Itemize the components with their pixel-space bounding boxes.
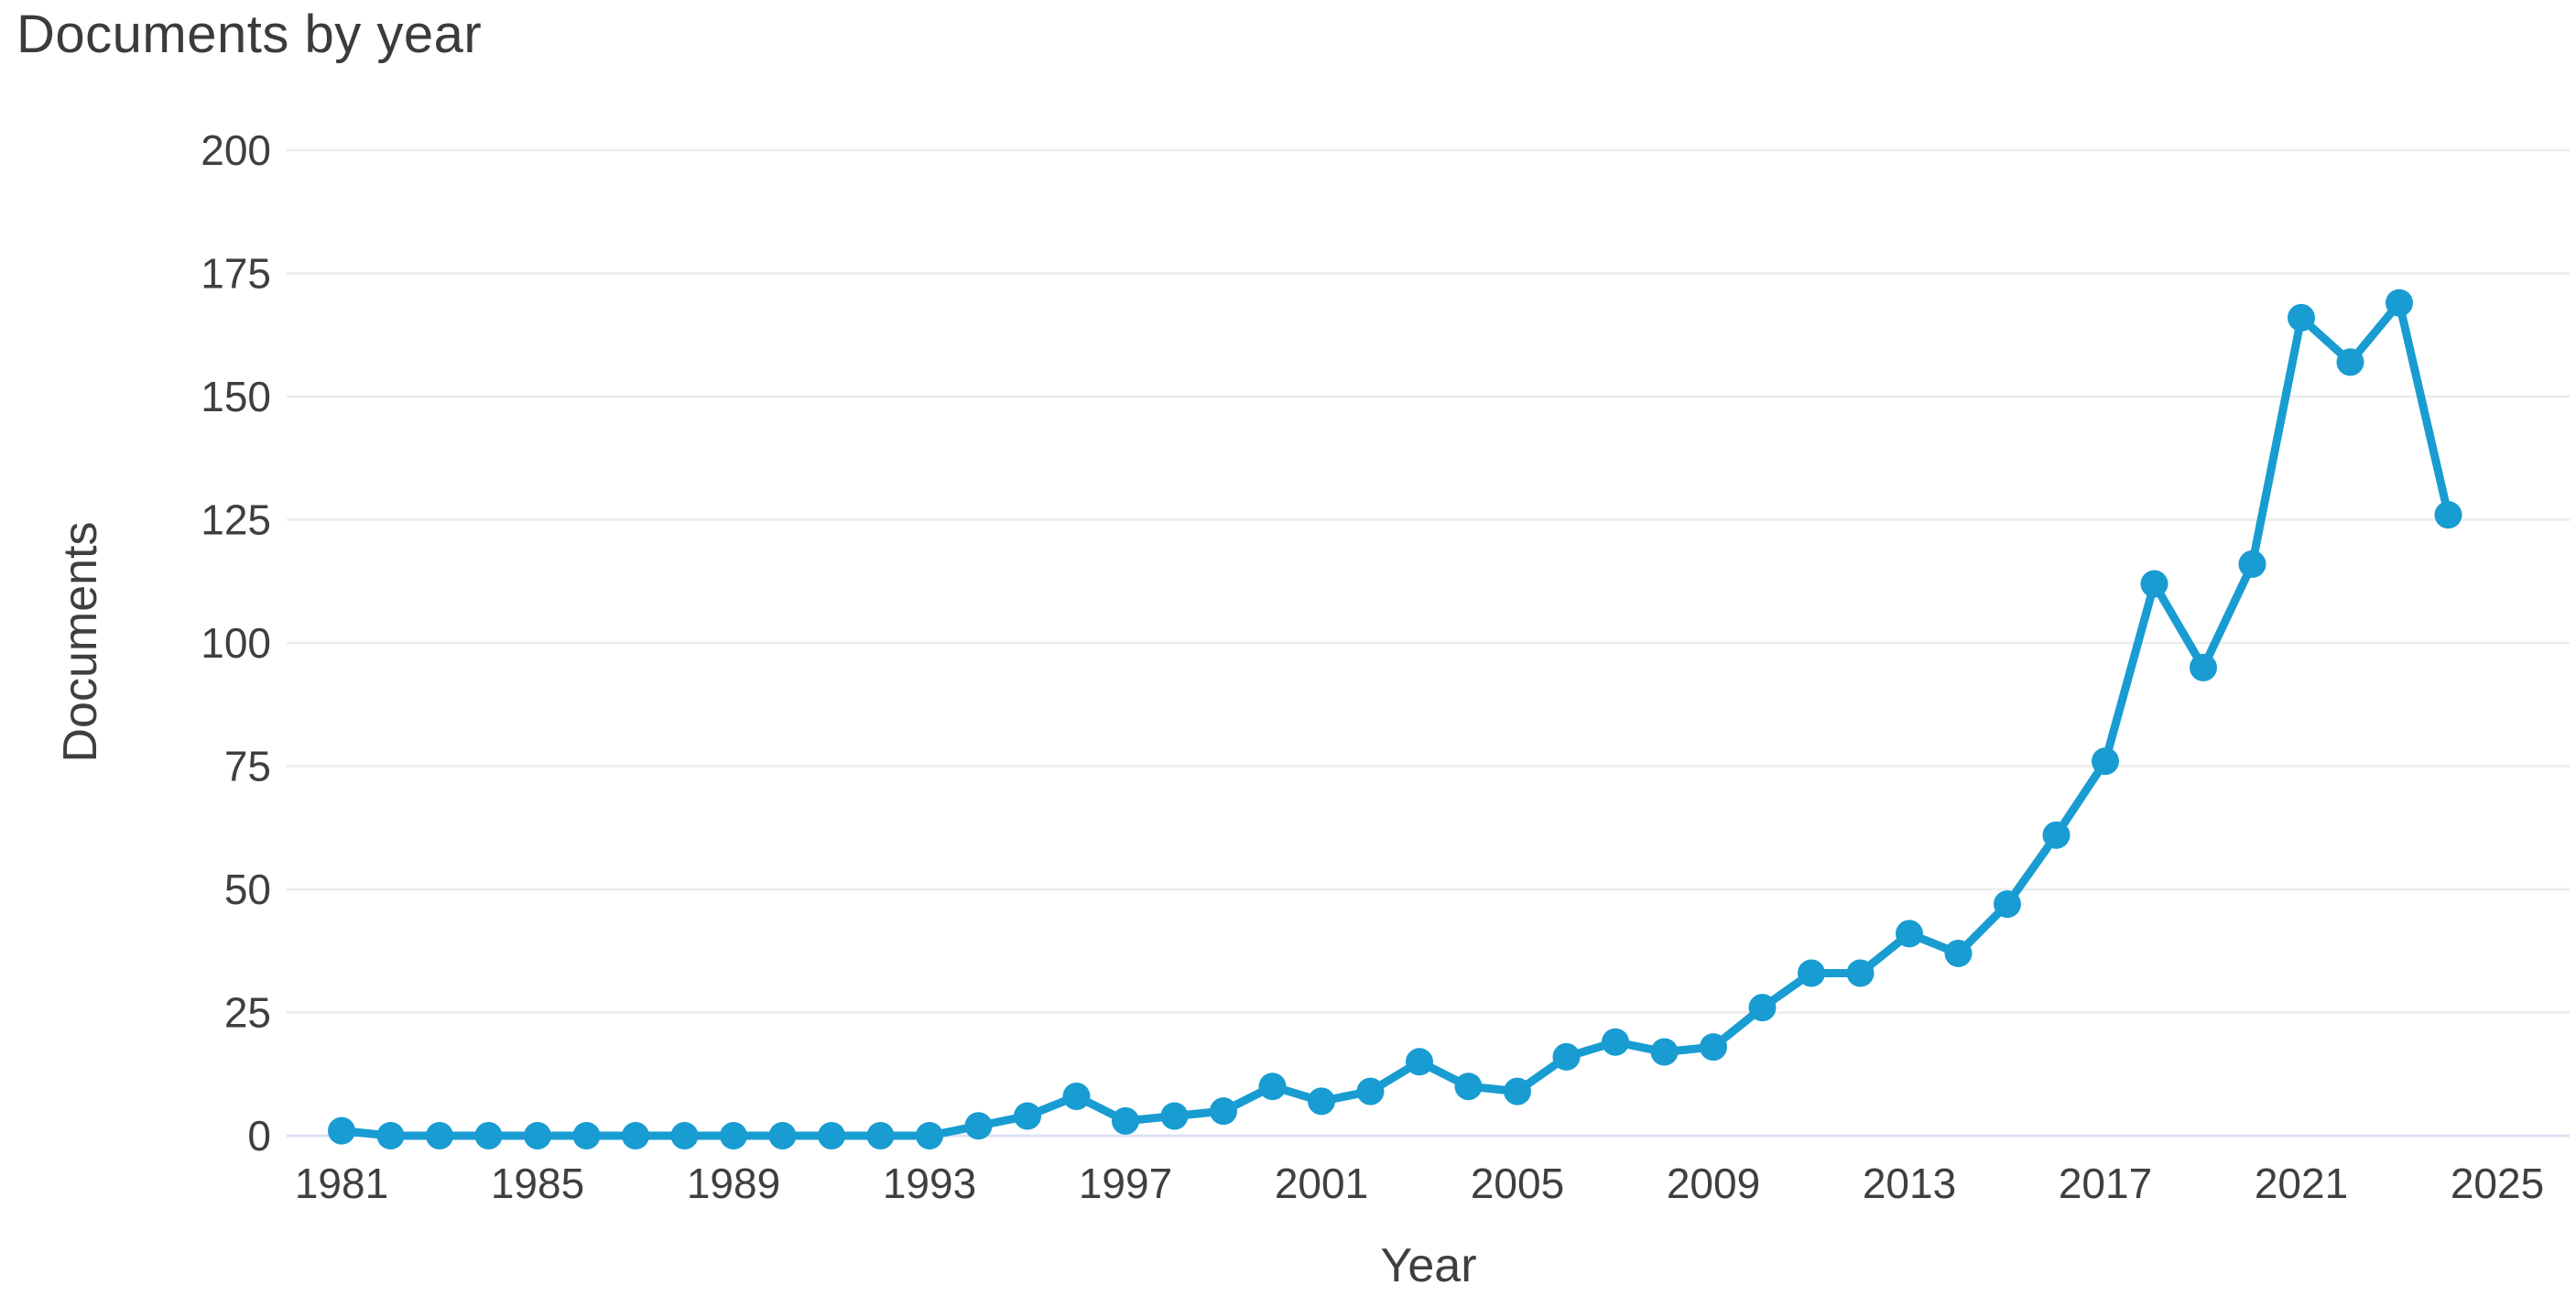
y-tick-label: 125 [201,496,271,544]
data-point[interactable] [670,1122,699,1149]
y-tick-label: 50 [224,866,271,913]
data-point[interactable] [1846,959,1875,987]
y-tick-label: 150 [201,373,271,420]
x-tick-label: 1989 [687,1160,780,1207]
data-point[interactable] [2336,348,2364,376]
data-point[interactable] [1944,939,1973,967]
data-point[interactable] [2190,653,2217,681]
data-point[interactable] [916,1122,943,1149]
data-point[interactable] [1454,1073,1483,1101]
x-tick-label: 1981 [295,1160,388,1207]
x-tick-label: 2001 [1275,1160,1368,1207]
x-tick-label: 2009 [1667,1160,1760,1207]
data-point[interactable] [572,1122,601,1149]
data-point[interactable] [1798,959,1825,987]
data-point[interactable] [524,1122,551,1149]
data-point[interactable] [1406,1048,1433,1076]
data-point[interactable] [1014,1102,1041,1130]
y-tick-label: 75 [224,743,271,790]
data-point[interactable] [474,1122,503,1149]
data-point[interactable] [1112,1106,1139,1135]
data-point[interactable] [1650,1038,1679,1066]
x-tick-label: 1993 [883,1160,976,1207]
data-point[interactable] [1896,920,1923,948]
x-tick-label: 2025 [2451,1160,2544,1207]
x-axis-title: Year [1380,1239,1477,1292]
data-point[interactable] [426,1122,453,1149]
y-tick-label: 100 [201,619,271,667]
data-point[interactable] [1308,1087,1335,1116]
data-point[interactable] [768,1122,797,1149]
data-point[interactable] [328,1116,355,1145]
data-point[interactable] [1210,1097,1237,1126]
data-point[interactable] [1356,1077,1385,1105]
data-point[interactable] [818,1122,845,1149]
data-point[interactable] [376,1122,405,1149]
data-point[interactable] [1994,890,2021,919]
x-tick-label: 1985 [491,1160,584,1207]
y-tick-label: 200 [201,126,271,174]
data-point[interactable] [1552,1042,1581,1071]
x-tick-label: 1997 [1079,1160,1172,1207]
data-point[interactable] [1258,1073,1287,1101]
data-point[interactable] [964,1112,993,1140]
data-point[interactable] [1062,1082,1091,1110]
data-point[interactable] [2140,570,2168,598]
data-point[interactable] [2238,550,2266,578]
data-point[interactable] [1160,1102,1189,1130]
x-tick-label: 2017 [2059,1160,2152,1207]
y-tick-label: 25 [224,989,271,1037]
line-chart: 0 25 50 75 100 125 150 175 200 1981 1985 1989 1993 19… [201,126,2570,1207]
x-tick-label: 2021 [2255,1160,2348,1207]
data-point[interactable] [866,1122,895,1149]
data-point[interactable] [622,1122,649,1149]
x-tick-label: 2013 [1863,1160,1956,1207]
data-point[interactable] [2288,303,2315,332]
y-axis-title: Documents [54,521,107,763]
data-point[interactable] [2434,501,2462,529]
data-point[interactable] [1504,1077,1531,1105]
data-point[interactable] [2386,289,2413,317]
data-point[interactable] [2042,821,2071,849]
data-point[interactable] [720,1122,747,1149]
data-point[interactable] [1602,1028,1629,1056]
chart-title: Documents by year [16,5,483,64]
data-point[interactable] [1700,1033,1727,1062]
x-tick-label: 2005 [1471,1160,1564,1207]
y-tick-label: 0 [247,1112,271,1160]
data-point[interactable] [2092,747,2119,776]
trend-line [337,299,2452,1140]
data-point[interactable] [1748,994,1777,1022]
y-tick-label: 175 [201,250,271,298]
